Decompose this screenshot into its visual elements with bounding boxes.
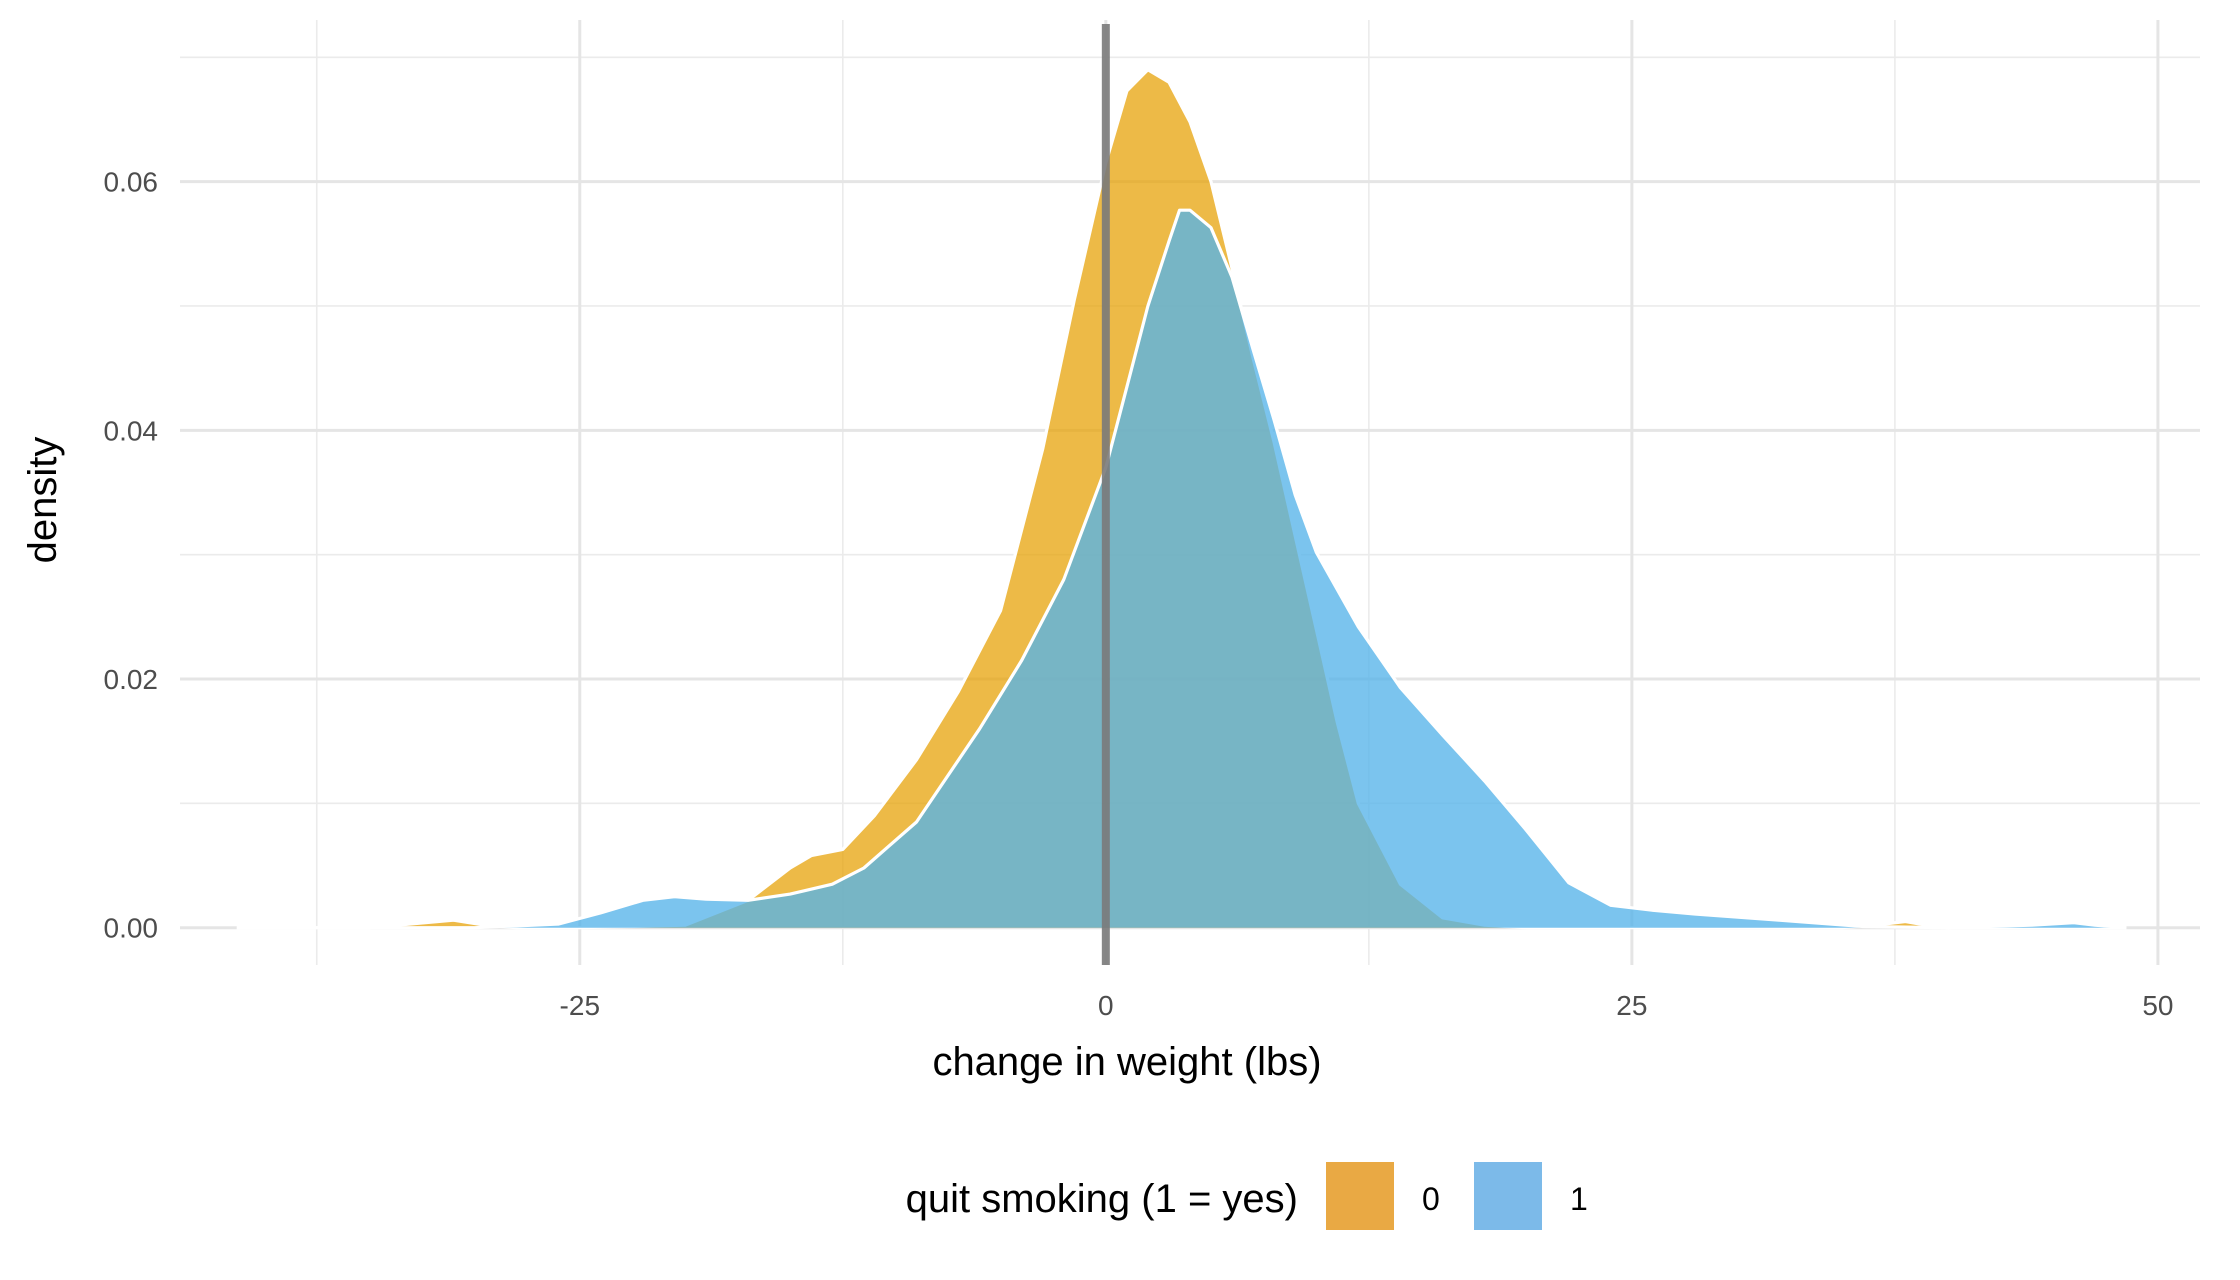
density-outline-1	[236, 208, 2127, 930]
density-series	[236, 68, 2127, 930]
legend-swatch-0	[1326, 1162, 1394, 1230]
x-axis-title: change in weight (lbs)	[932, 1040, 1321, 1084]
y-tick-label: 0.00	[104, 913, 159, 944]
y-tick-label: 0.02	[104, 664, 159, 695]
density-area-1	[236, 210, 2127, 928]
legend-swatch-1	[1474, 1162, 1542, 1230]
x-tick-label: 0	[1098, 990, 1114, 1021]
y-axis-ticks: 0.00 0.02 0.04 0.06	[104, 167, 159, 944]
x-axis-ticks: -25 0 25 50	[560, 990, 2174, 1021]
legend-label-1: 1	[1570, 1181, 1588, 1217]
x-tick-label: -25	[560, 990, 600, 1021]
y-axis-title: density	[21, 437, 65, 564]
x-tick-label: 25	[1616, 990, 1647, 1021]
legend: quit smoking (1 = yes) 0 1	[906, 1162, 1588, 1230]
y-tick-label: 0.04	[104, 415, 159, 446]
x-tick-label: 50	[2142, 990, 2173, 1021]
y-tick-label: 0.06	[104, 167, 159, 198]
legend-title: quit smoking (1 = yes)	[906, 1177, 1298, 1221]
legend-label-0: 0	[1422, 1181, 1440, 1217]
